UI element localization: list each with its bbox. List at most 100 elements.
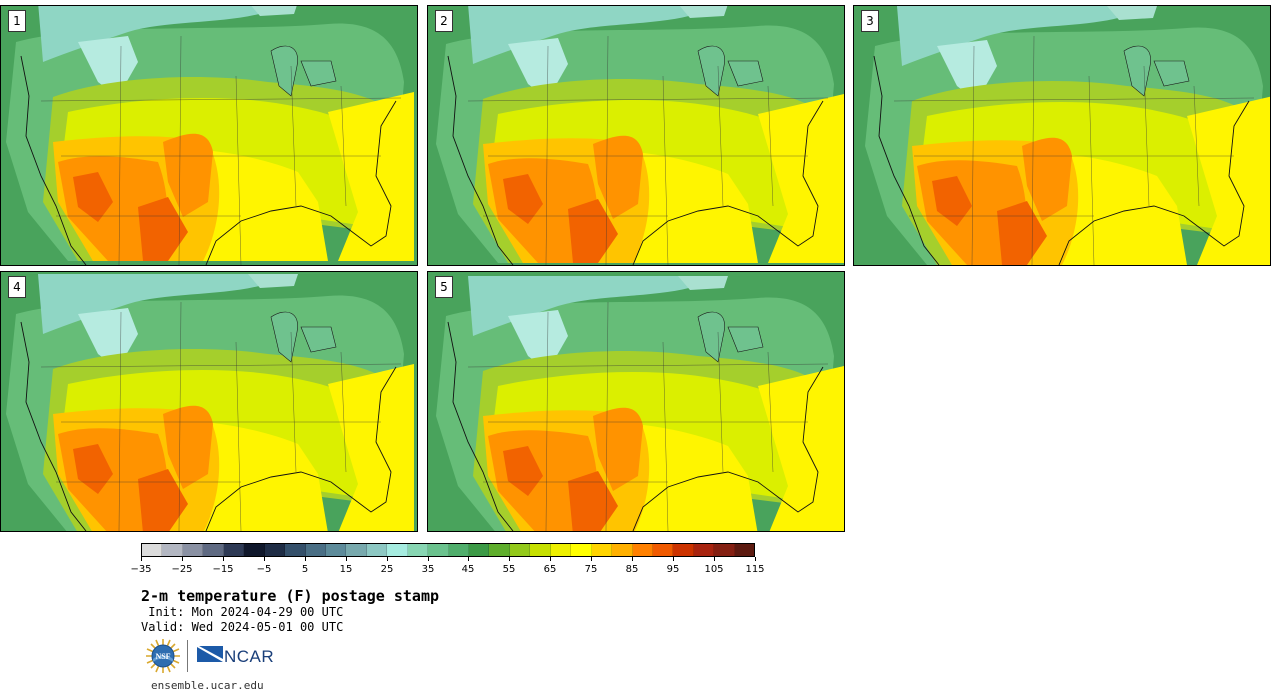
temperature-region bbox=[251, 6, 297, 16]
colorbar-tick-label: 115 bbox=[745, 564, 765, 575]
temperature-region bbox=[138, 469, 188, 531]
colorbar-swatch bbox=[203, 544, 224, 556]
colorbar-swatch bbox=[530, 544, 551, 556]
colorbar-tick bbox=[346, 557, 347, 561]
colorbar-tick-label: −35 bbox=[130, 564, 152, 575]
colorbar-tick-label: −15 bbox=[212, 564, 234, 575]
sponsor-logos: NSF NCAR bbox=[145, 638, 275, 674]
colorbar-swatch bbox=[571, 544, 592, 556]
colorbar-tick-label: −5 bbox=[256, 564, 272, 575]
nsf-logo-text: NSF bbox=[155, 652, 170, 661]
colorbar-swatch bbox=[714, 544, 735, 556]
ensemble-member-map-1: 1 bbox=[0, 5, 418, 266]
temperature-region bbox=[1187, 96, 1270, 265]
ncar-logo-icon bbox=[197, 646, 223, 662]
temperature-region bbox=[758, 366, 844, 531]
coastline bbox=[447, 321, 824, 531]
colorbar-swatch bbox=[387, 544, 408, 556]
temperature-region bbox=[679, 6, 728, 18]
nsf-logo-icon: NSF bbox=[146, 639, 180, 673]
colorbar-swatch bbox=[366, 544, 388, 556]
coastline bbox=[873, 55, 1250, 265]
colorbar-tick-label: 45 bbox=[461, 564, 475, 575]
colorbar-swatch bbox=[162, 544, 183, 556]
temperature-region bbox=[1022, 137, 1072, 221]
colorbar-tick bbox=[223, 557, 224, 561]
temperature-map bbox=[1, 272, 417, 531]
colorbar-tick bbox=[305, 557, 306, 561]
temperature-region bbox=[503, 174, 543, 224]
colorbar-swatch bbox=[652, 544, 674, 556]
colorbar-tick-label: 5 bbox=[301, 564, 309, 575]
colorbar-tick-labels: −35 −25 −15 −5 5 15 25 35 45 55 65 75 85 95 105 115 bbox=[130, 557, 765, 581]
member-number-label: 4 bbox=[8, 276, 26, 298]
coastline bbox=[20, 321, 397, 531]
temperature-region bbox=[1107, 6, 1157, 20]
member-number-label: 5 bbox=[435, 276, 453, 298]
colorbar-swatch bbox=[244, 544, 265, 556]
temperature-region bbox=[932, 176, 972, 226]
colorbar-tick bbox=[387, 557, 388, 561]
colorbar-swatch bbox=[591, 544, 613, 556]
colorbar-tick bbox=[182, 557, 183, 561]
ensemble-member-map-4: 4 bbox=[0, 271, 418, 532]
init-time: Init: Mon 2024-04-29 00 UTC bbox=[141, 605, 344, 619]
state-borders bbox=[467, 35, 829, 265]
colorbar-tick-label: 105 bbox=[704, 564, 724, 575]
colorbar-swatch bbox=[509, 544, 531, 556]
colorbar-swatch bbox=[346, 544, 367, 556]
colorbar-tick bbox=[673, 557, 674, 561]
colorbar-tick-label: 25 bbox=[380, 564, 394, 575]
colorbar-tick bbox=[428, 557, 429, 561]
temperature-region bbox=[593, 135, 643, 219]
title-block: 2-m temperature (F) postage stamp Init: … bbox=[141, 587, 439, 635]
temperature-map bbox=[854, 6, 1270, 265]
temperature-region bbox=[163, 133, 213, 217]
colorbar-swatch bbox=[305, 544, 326, 556]
temperature-region bbox=[73, 172, 113, 222]
colorbar-tick bbox=[714, 557, 715, 561]
colorbar-swatch bbox=[428, 544, 449, 556]
colorbar-swatch bbox=[223, 544, 245, 556]
colorbar-tick bbox=[141, 557, 142, 561]
footer-url: ensemble.ucar.edu bbox=[151, 679, 264, 692]
member-number-label: 3 bbox=[861, 10, 879, 32]
state-borders bbox=[40, 301, 402, 531]
colorbar-swatch bbox=[325, 544, 347, 556]
colorbar-swatch bbox=[693, 544, 715, 556]
colorbar-tick-label: 95 bbox=[666, 564, 680, 575]
figure-title: 2-m temperature (F) postage stamp bbox=[141, 587, 440, 605]
temperature-region bbox=[997, 201, 1047, 265]
ensemble-member-map-3: 3 bbox=[853, 5, 1271, 266]
temperature-region bbox=[38, 274, 268, 334]
colorbar-tick-label: 15 bbox=[339, 564, 353, 575]
state-borders bbox=[467, 301, 829, 531]
temperature-region bbox=[758, 94, 844, 263]
temperature-region bbox=[503, 446, 543, 496]
coastline bbox=[20, 55, 397, 265]
colorbar-tick bbox=[632, 557, 633, 561]
colorbar-swatch bbox=[489, 544, 510, 556]
state-borders bbox=[40, 35, 402, 265]
colorbar-swatch bbox=[550, 544, 572, 556]
colorbar-tick bbox=[509, 557, 510, 561]
temperature-region bbox=[678, 276, 728, 290]
temperature-region bbox=[897, 6, 1127, 66]
colorbar-tick-label: 65 bbox=[543, 564, 557, 575]
colorbar-swatch bbox=[673, 544, 694, 556]
coastline bbox=[447, 55, 824, 265]
temperature-region bbox=[248, 274, 298, 288]
temperature-region bbox=[163, 405, 213, 489]
temperature-map bbox=[1, 6, 417, 265]
temperature-region bbox=[568, 471, 618, 531]
colorbar-tick-label: 55 bbox=[502, 564, 516, 575]
colorbar-tick bbox=[755, 557, 756, 561]
colorbar-tick bbox=[264, 557, 265, 561]
colorbar-swatch bbox=[448, 544, 469, 556]
colorbar-swatch bbox=[407, 544, 429, 556]
colorbar-tick-label: 35 bbox=[421, 564, 435, 575]
member-number-label: 2 bbox=[435, 10, 453, 32]
colorbar-swatch bbox=[264, 544, 286, 556]
temperature-region bbox=[328, 92, 414, 261]
